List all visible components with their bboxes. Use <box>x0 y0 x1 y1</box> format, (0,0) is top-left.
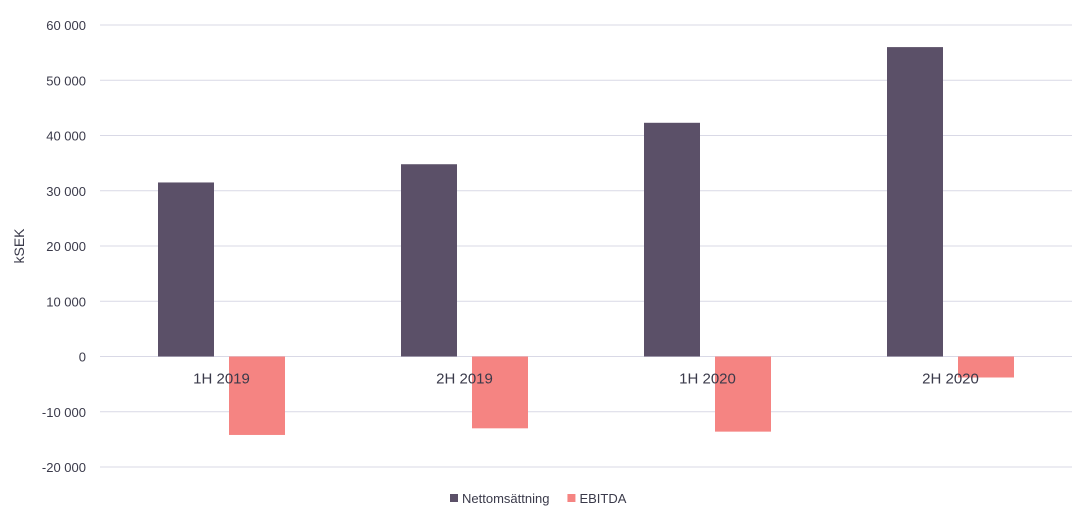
legend-label: EBITDA <box>579 491 626 506</box>
bar-ebitda <box>715 356 771 432</box>
category-label: 1H 2020 <box>679 371 736 388</box>
bar-nettomsattning <box>887 47 943 357</box>
y-tick-label: -10 000 <box>42 405 86 420</box>
y-tick-label: -20 000 <box>42 460 86 475</box>
y-tick-label: 10 000 <box>46 294 86 309</box>
legend-swatch <box>567 494 576 502</box>
y-tick-label: 0 <box>79 350 86 365</box>
legend-label: Nettomsättning <box>462 491 549 506</box>
category-label: 2H 2019 <box>436 371 493 388</box>
bar-ebitda <box>229 356 285 435</box>
y-tick-label: 60 000 <box>46 18 86 33</box>
bar-ebitda <box>472 356 528 429</box>
legend: Nettomsättning EBITDA <box>450 491 627 506</box>
y-tick-label: 40 000 <box>46 129 86 144</box>
bar-nettomsattning <box>644 122 700 357</box>
category-label: 1H 2019 <box>193 371 250 388</box>
category-labels: 1H 2019 2H 2019 1H 2020 2H 2020 <box>193 371 979 388</box>
bar-nettomsattning <box>158 182 214 357</box>
y-tick-label: 20 000 <box>46 239 86 254</box>
y-axis-label: kSEK <box>11 228 27 264</box>
bars <box>158 47 1014 435</box>
y-tick-label: 50 000 <box>46 73 86 88</box>
y-tick-labels: 60 000 50 000 40 000 30 000 20 000 10 000 0 -10… <box>42 18 86 475</box>
category-label: 2H 2020 <box>922 371 979 388</box>
y-tick-label: 30 000 <box>46 184 86 199</box>
bar-nettomsattning <box>401 164 457 357</box>
bar-ebitda <box>958 356 1014 378</box>
legend-swatch <box>450 494 458 502</box>
